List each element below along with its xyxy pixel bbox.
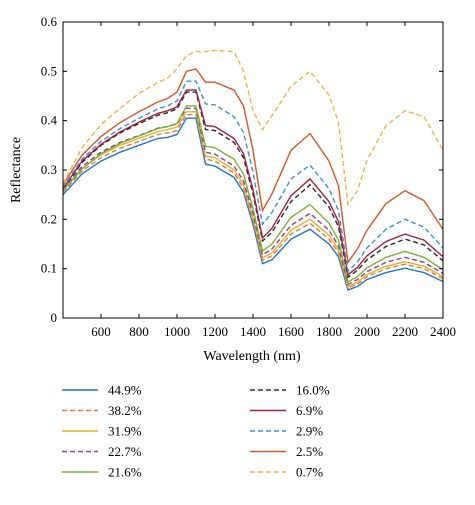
legend-label: 44.9% (108, 383, 142, 398)
y-tick-label: 0.1 (41, 261, 57, 276)
series-line-4 (62, 105, 444, 284)
x-tick-label: 600 (91, 324, 111, 339)
legend-label: 2.5% (296, 444, 323, 459)
y-tick-label: 0.3 (41, 162, 57, 177)
series-line-8 (62, 68, 444, 265)
legend-label: 21.6% (108, 465, 142, 480)
series-line-9 (62, 49, 444, 207)
legend-item: 2.5% (250, 444, 323, 459)
y-tick-label: 0.4 (41, 113, 58, 128)
y-tick-label: 0 (51, 310, 58, 325)
x-tick-label: 2400 (430, 324, 456, 339)
legend-label: 38.2% (108, 403, 142, 418)
y-tick-label: 0.2 (41, 211, 57, 226)
legend-label: 6.9% (296, 403, 323, 418)
x-tick-label: 1600 (278, 324, 304, 339)
x-tick-label: 2000 (354, 324, 380, 339)
series-line-1 (62, 114, 444, 289)
x-tick-label: 800 (129, 324, 149, 339)
legend-item: 2.9% (250, 424, 323, 439)
x-axis-title: Wavelength (nm) (203, 349, 301, 364)
legend-label: 0.7% (296, 465, 323, 480)
legend-label: 16.0% (296, 383, 330, 398)
legend-item: 6.9% (250, 403, 323, 418)
x-tick-label: 2200 (392, 324, 418, 339)
x-tick-label: 1800 (316, 324, 342, 339)
series-line-7 (62, 80, 444, 273)
legend-item: 0.7% (250, 465, 323, 480)
legend: 44.9% 38.2% 31.9% 22.7% 21.6% 16.0% 6.9% 2.9% 2.… (62, 383, 330, 480)
axes: 600 800 1000 1200 1400 1600 1800 2000 2200 2400 0 0… (41, 14, 456, 339)
plot-area (62, 49, 444, 291)
x-tick-label: 1400 (240, 324, 266, 339)
series-line-0 (62, 117, 444, 291)
y-tick-label: 0.6 (41, 14, 58, 29)
x-tick-label: 1000 (164, 324, 190, 339)
x-tick-label: 1200 (202, 324, 228, 339)
series-line-2 (62, 111, 444, 288)
legend-label: 2.9% (296, 424, 323, 439)
legend-item: 38.2% (62, 403, 142, 418)
legend-item: 44.9% (62, 383, 142, 398)
legend-label: 22.7% (108, 444, 142, 459)
series-line-6 (62, 89, 444, 276)
y-axis-title: Reflectance (9, 137, 24, 203)
legend-item: 16.0% (250, 383, 330, 398)
legend-item: 21.6% (62, 465, 142, 480)
legend-item: 22.7% (62, 444, 142, 459)
legend-label: 31.9% (108, 424, 142, 439)
y-tick-label: 0.5 (41, 63, 57, 78)
series-line-5 (62, 91, 444, 279)
legend-item: 31.9% (62, 424, 142, 439)
